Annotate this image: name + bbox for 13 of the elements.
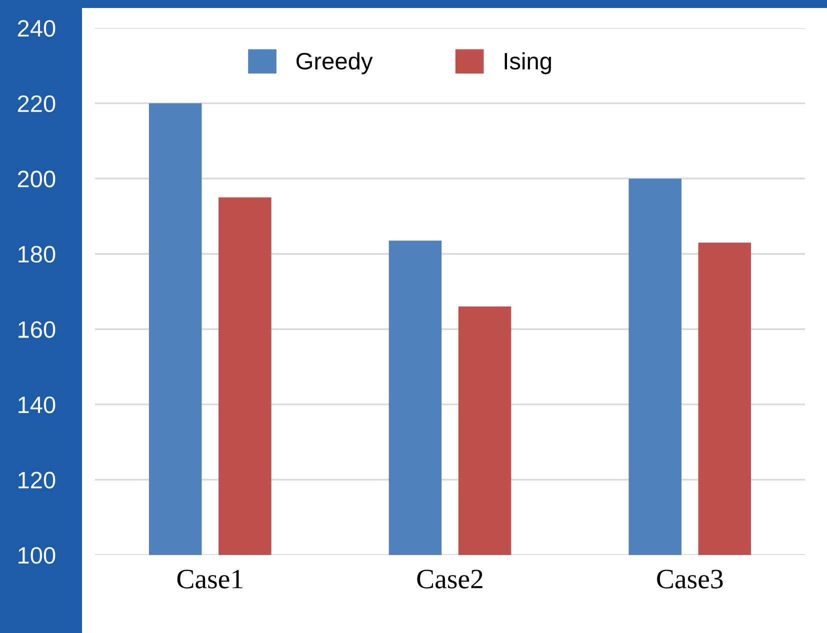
y-tick-label: 220 xyxy=(18,95,56,112)
y-tick-label: 140 xyxy=(18,396,56,414)
x-tick-label: Case1 xyxy=(177,570,242,588)
x-tick-label: Case3 xyxy=(657,570,723,588)
y-tick-label: 100 xyxy=(18,547,56,564)
legend-label: Greedy xyxy=(296,52,373,74)
y-tick-label: 120 xyxy=(18,472,56,488)
x-tick-label: Case2 xyxy=(417,570,482,588)
y-tick-label: 240 xyxy=(18,20,56,37)
y-tick-label: 160 xyxy=(18,321,56,338)
legend-label: Ising xyxy=(504,52,551,74)
y-tick-label: 180 xyxy=(18,246,56,263)
y-tick-label: 200 xyxy=(18,170,56,188)
